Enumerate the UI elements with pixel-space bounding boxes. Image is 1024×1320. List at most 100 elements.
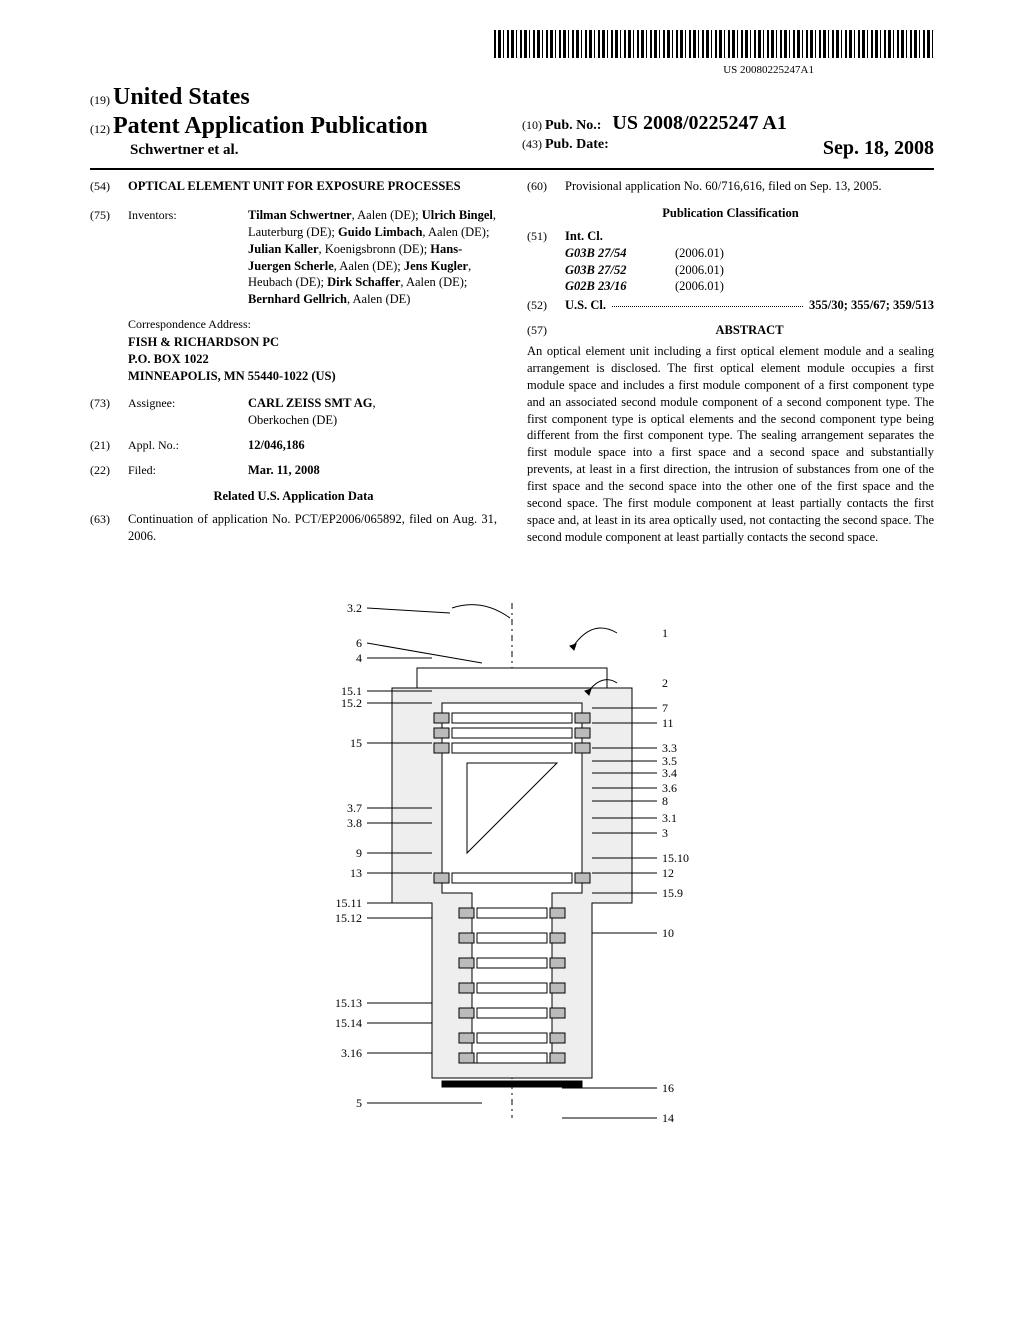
correspondence-line1: FISH & RICHARDSON PC (128, 334, 497, 351)
barcode-graphic (494, 30, 934, 58)
provisional-field: (60) Provisional application No. 60/716,… (527, 178, 934, 195)
figure-label: 16 (662, 1081, 674, 1095)
intcl-field: (51) Int. Cl. G03B 27/54(2006.01)G03B 27… (527, 228, 934, 296)
pub-date: Sep. 18, 2008 (823, 137, 934, 160)
intcl-row: G03B 27/54(2006.01) (565, 245, 934, 262)
country-name: United States (113, 84, 250, 110)
figure-label: 3.7 (347, 801, 362, 815)
left-column: (54) OPTICAL ELEMENT UNIT FOR EXPOSURE P… (90, 178, 497, 553)
pub-date-code: (43) (522, 137, 542, 151)
uscl-field: (52) U.S. Cl. 355/30; 355/67; 359/513 (527, 297, 934, 314)
uscl-body: U.S. Cl. 355/30; 355/67; 359/513 (565, 297, 934, 314)
authors-short: Schwertner et al. (130, 142, 502, 159)
intcl-row: G03B 27/52(2006.01) (565, 262, 934, 279)
applno-label: Appl. No.: (128, 437, 248, 454)
figure-label: 3.4 (662, 766, 677, 780)
figure-label: 13 (350, 866, 362, 880)
figure-label: 15.2 (341, 696, 362, 710)
figure-label: 9 (356, 846, 362, 860)
abstract-text: An optical element unit including a firs… (527, 343, 934, 546)
pub-type: Patent Application Publication (113, 113, 428, 139)
filed-label: Filed: (128, 462, 248, 479)
figure-label: 15.12 (335, 911, 362, 925)
figure-label: 7 (662, 701, 668, 715)
pub-date-label: Pub. Date: (545, 137, 609, 152)
figure-label: 5 (356, 1096, 362, 1110)
intcl-code: (51) (527, 228, 565, 296)
figure-label: 3.2 (347, 601, 362, 615)
uscl-label: U.S. Cl. (565, 297, 606, 314)
uscl-value: 355/30; 355/67; 359/513 (809, 297, 934, 314)
figure-label: 3.3 (662, 741, 677, 755)
correspondence-block: Correspondence Address: FISH & RICHARDSO… (128, 316, 497, 385)
uscl-code: (52) (527, 297, 565, 314)
correspondence-line3: MINNEAPOLIS, MN 55440-1022 (US) (128, 368, 497, 385)
figure: 3.26415.115.2153.73.891315.1115.1215.131… (90, 573, 934, 1137)
abstract-code: (57) (527, 322, 565, 339)
pub-no-line: (10) Pub. No.: US 2008/0225247 A1 (522, 112, 934, 135)
figure-label: 15.13 (335, 996, 362, 1010)
provisional-code: (60) (527, 178, 565, 195)
intcl-list: G03B 27/54(2006.01)G03B 27/52(2006.01)G0… (565, 245, 934, 296)
filed-value: Mar. 11, 2008 (248, 462, 497, 479)
related-heading: Related U.S. Application Data (90, 488, 497, 505)
intcl-class: G02B 23/16 (565, 278, 675, 295)
pub-date-line: (43) Pub. Date: Sep. 18, 2008 (522, 137, 934, 153)
intcl-label: Int. Cl. (565, 228, 934, 245)
figure-label: 3.8 (347, 816, 362, 830)
barcode-number: US 20080225247A1 (90, 64, 814, 76)
filed-code: (22) (90, 462, 128, 479)
barcode-block: US 20080225247A1 (90, 30, 934, 76)
dots-leader (612, 297, 803, 307)
intcl-class: G03B 27/52 (565, 262, 675, 279)
assignee-code: (73) (90, 395, 128, 429)
assignee-name: CARL ZEISS SMT AG (248, 396, 372, 410)
intcl-year: (2006.01) (675, 278, 724, 295)
figure-label: 10 (662, 926, 674, 940)
figure-label: 4 (356, 651, 362, 665)
abstract-header: (57) ABSTRACT (527, 322, 934, 339)
country-line: (19) United States (90, 84, 502, 111)
pub-no-label: Pub. No.: (545, 118, 601, 133)
title-field: (54) OPTICAL ELEMENT UNIT FOR EXPOSURE P… (90, 178, 497, 195)
correspondence-line2: P.O. BOX 1022 (128, 351, 497, 368)
assignee-loc: Oberkochen (DE) (248, 413, 337, 427)
figure-label: 12 (662, 866, 674, 880)
header-rule (90, 168, 934, 170)
pub-type-code: (12) (90, 122, 110, 136)
figure-label: 15.14 (335, 1016, 362, 1030)
inventors-label: Inventors: (128, 207, 248, 308)
intcl-class: G03B 27/54 (565, 245, 675, 262)
figure-label: 3.16 (341, 1046, 362, 1060)
correspondence-label: Correspondence Address: (128, 316, 497, 332)
figure-label: 3.1 (662, 811, 677, 825)
applno-field: (21) Appl. No.: 12/046,186 (90, 437, 497, 454)
body-columns: (54) OPTICAL ELEMENT UNIT FOR EXPOSURE P… (90, 178, 934, 553)
title-code: (54) (90, 178, 128, 195)
inventors-code: (75) (90, 207, 128, 308)
figure-label: 2 (662, 676, 668, 690)
figure-label: 6 (356, 636, 362, 650)
header: (19) United States (12) Patent Applicati… (90, 84, 934, 160)
figure-label: 15.11 (335, 896, 362, 910)
intcl-year: (2006.01) (675, 262, 724, 279)
figure-label: 8 (662, 794, 668, 808)
classification-heading: Publication Classification (527, 205, 934, 222)
applno-value: 12/046,186 (248, 437, 497, 454)
assignee-label: Assignee: (128, 395, 248, 429)
pub-no-code: (10) (522, 118, 542, 132)
right-column: (60) Provisional application No. 60/716,… (527, 178, 934, 553)
figure-label: 1 (662, 626, 668, 640)
provisional-text: Provisional application No. 60/716,616, … (565, 178, 934, 195)
title-text: OPTICAL ELEMENT UNIT FOR EXPOSURE PROCES… (128, 178, 497, 195)
figure-label: 3.6 (662, 781, 677, 795)
intcl-row: G02B 23/16(2006.01) (565, 278, 934, 295)
inventors-field: (75) Inventors: Tilman Schwertner, Aalen… (90, 207, 497, 308)
figure-label: 15 (350, 736, 362, 750)
continuation-code: (63) (90, 511, 128, 545)
pub-no: US 2008/0225247 A1 (612, 112, 786, 134)
figure-label: 15.9 (662, 886, 683, 900)
filed-field: (22) Filed: Mar. 11, 2008 (90, 462, 497, 479)
intcl-year: (2006.01) (675, 245, 724, 262)
figure-svg: 3.26415.115.2153.73.891315.1115.1215.131… (282, 573, 742, 1133)
